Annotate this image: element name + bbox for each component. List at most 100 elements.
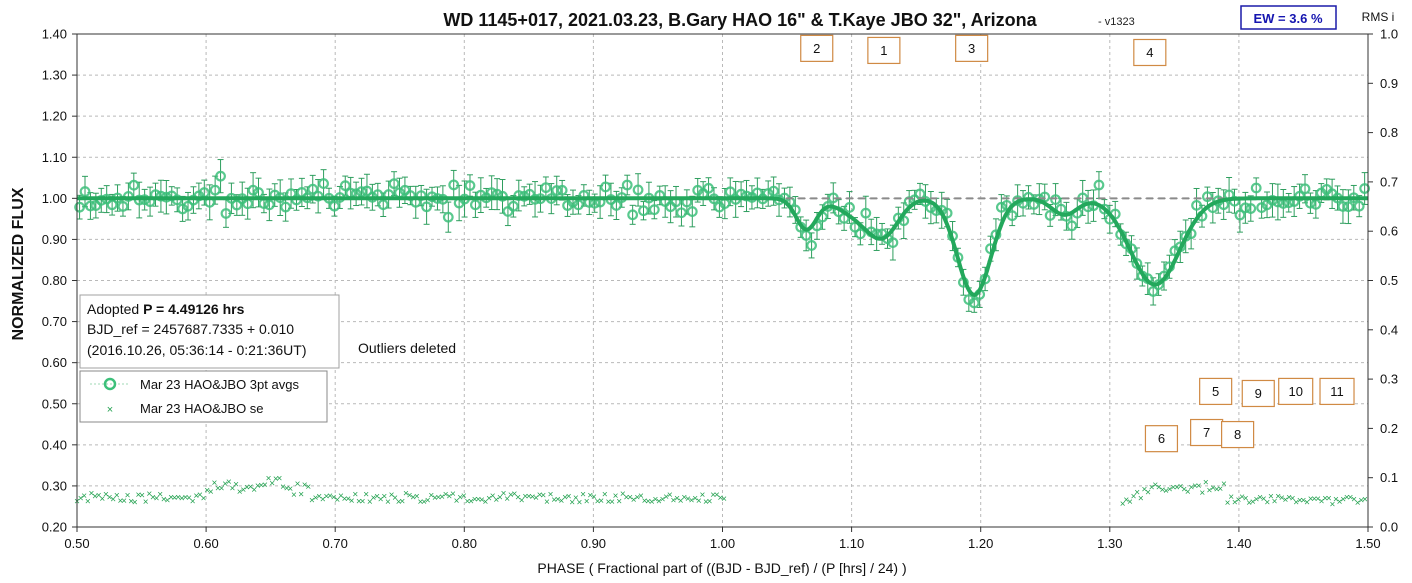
- rms-point: ×: [172, 493, 178, 504]
- rms-point: ×: [1257, 492, 1263, 503]
- flux-point: [632, 184, 644, 196]
- rms-point: ×: [1279, 493, 1285, 504]
- rms-point: ×: [1250, 497, 1256, 508]
- y2-tick-label: 0.7: [1380, 174, 1398, 189]
- flux-point: [610, 200, 622, 211]
- rms-point: ×: [114, 491, 120, 502]
- rms-point: ×: [1141, 485, 1147, 496]
- rms-point: ×: [566, 491, 572, 502]
- dip-marker-label: 10: [1288, 384, 1302, 399]
- rms-point: ×: [92, 491, 98, 502]
- flux-point: [231, 199, 243, 211]
- rms-point: ×: [1358, 496, 1364, 507]
- y-tick-label: 0.20: [42, 520, 67, 535]
- rms-point: ×: [396, 497, 402, 508]
- rms-point: ×: [407, 490, 413, 501]
- rms-point: ×: [613, 491, 619, 502]
- rms-point: ×: [1232, 498, 1238, 509]
- rms-point: ×: [96, 490, 102, 501]
- y-tick-label: 0.60: [42, 355, 67, 370]
- rms-point: ×: [175, 493, 181, 504]
- model-curve: [77, 196, 1368, 297]
- rms-point: ×: [446, 491, 452, 502]
- rms-point: ×: [356, 497, 362, 508]
- flux-point: [1023, 191, 1034, 203]
- legend-entry-se: Mar 23 HAO&JBO se: [140, 401, 264, 416]
- flux-point: [209, 184, 221, 196]
- dip-marker-label: 2: [813, 41, 820, 56]
- info-box: Adopted P = 4.49126 hrs BJD_ref = 245768…: [79, 294, 340, 369]
- rms-point: ×: [89, 489, 95, 500]
- dip-marker-label: 1: [880, 43, 887, 58]
- y-tick-label: 0.90: [42, 232, 67, 247]
- dip-marker-label: 9: [1255, 386, 1262, 401]
- rms-point: ×: [461, 491, 467, 502]
- rms-point: ×: [146, 489, 152, 500]
- rms-point: ×: [204, 485, 210, 496]
- dip-marker-label: 11: [1330, 384, 1344, 399]
- flux-point: [741, 190, 752, 202]
- dip-marker-label: 7: [1203, 425, 1210, 440]
- flux-point: [540, 182, 552, 194]
- rms-point: ×: [475, 495, 481, 506]
- rms-point: ×: [1221, 479, 1227, 490]
- rms-point: ×: [197, 490, 203, 501]
- rms-point: ×: [287, 484, 293, 495]
- rms-point: ×: [645, 496, 651, 507]
- rms-point: ×: [703, 497, 709, 508]
- flux-point: [648, 204, 660, 216]
- rms-point: ×: [78, 493, 84, 504]
- rms-point: ×: [1138, 494, 1144, 505]
- legend-entry-avgs: Mar 23 HAO&JBO 3pt avgs: [140, 377, 299, 392]
- x-tick-label: 1.40: [1226, 536, 1251, 551]
- rms-point: ×: [309, 495, 315, 506]
- rms-point: ×: [501, 489, 507, 500]
- rms-point: ×: [558, 496, 564, 507]
- x-tick-label: 1.20: [968, 536, 993, 551]
- rms-point: ×: [352, 490, 358, 501]
- rms-point: ×: [179, 493, 185, 504]
- rms-point: ×: [439, 492, 445, 503]
- x-tick-label: 1.50: [1355, 536, 1380, 551]
- flux-point: [329, 200, 340, 212]
- flux-point: [177, 203, 189, 215]
- rms-point: ×: [1225, 498, 1231, 509]
- rms-point: ×: [139, 491, 145, 502]
- chart-title: WD 1145+017, 2021.03.23, B.Gary HAO 16" …: [443, 10, 1037, 30]
- rms-point: ×: [313, 493, 319, 504]
- rms-point: ×: [1235, 495, 1241, 506]
- rms-point: ×: [1340, 494, 1346, 505]
- rms-point: ×: [1167, 484, 1173, 495]
- dip-marker-box: [1319, 377, 1355, 406]
- y-tick-label: 1.30: [42, 68, 67, 83]
- x-tick-label: 0.50: [64, 536, 89, 551]
- x-tick-label: 1.00: [710, 536, 735, 551]
- rms-point: ×: [721, 494, 727, 505]
- rms-point: ×: [1196, 481, 1202, 492]
- rms-point: ×: [660, 494, 666, 505]
- flux-point: [215, 170, 226, 182]
- rms-point: ×: [638, 491, 644, 502]
- rms-point: ×: [168, 492, 174, 503]
- dip-marker-box: [1221, 420, 1255, 449]
- rms-point: ×: [1293, 498, 1299, 509]
- info-line-1: Adopted P = 4.49126 hrs: [87, 301, 245, 317]
- rms-point: ×: [652, 494, 658, 505]
- rms-point: ×: [334, 495, 340, 506]
- flux-point: [388, 178, 400, 190]
- x-tick-label: 0.70: [323, 536, 348, 551]
- flux-point: [551, 185, 563, 196]
- rms-point: ×: [508, 490, 514, 501]
- rms-point: ×: [132, 497, 138, 508]
- rms-point: ×: [295, 479, 301, 490]
- rms-point: ×: [1315, 494, 1321, 505]
- rms-point: ×: [125, 491, 131, 502]
- rms-point: ×: [1149, 482, 1155, 493]
- y2-tick-label: 1.0: [1380, 27, 1398, 42]
- y2-tick-label: 0.2: [1380, 421, 1398, 436]
- rms-point: ×: [1355, 498, 1361, 509]
- flux-point: [621, 179, 633, 191]
- flux-point: [1234, 209, 1246, 221]
- rms-point: ×: [1181, 484, 1187, 495]
